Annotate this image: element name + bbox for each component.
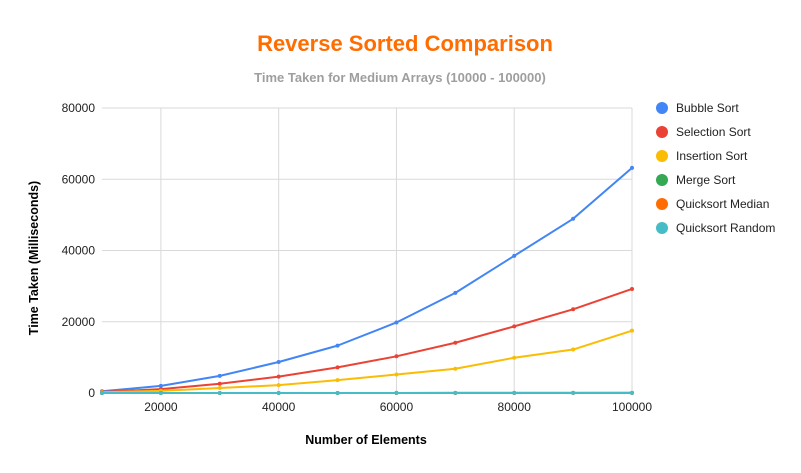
legend-label: Insertion Sort xyxy=(676,149,748,163)
data-point-bubble-sort xyxy=(512,253,517,258)
x-tick-label: 100000 xyxy=(612,400,652,414)
data-point-bubble-sort xyxy=(217,373,222,378)
legend-marker xyxy=(656,150,668,162)
x-tick-label: 80000 xyxy=(498,400,532,414)
data-point-insertion-sort xyxy=(394,372,399,377)
data-point-quicksort-random xyxy=(512,390,517,395)
data-point-selection-sort xyxy=(276,374,281,379)
data-point-quicksort-random xyxy=(217,390,222,395)
legend: Bubble Sort Selection Sort Insertion Sort M… xyxy=(656,101,775,235)
chart-subtitle: Time Taken for Medium Arrays (10000 - 10… xyxy=(254,70,546,85)
legend-item-merge-sort: Merge Sort xyxy=(656,173,736,187)
data-point-selection-sort xyxy=(630,286,634,291)
legend-item-quicksort-random: Quicksort Random xyxy=(656,221,775,235)
x-tick-label: 60000 xyxy=(380,400,414,414)
data-point-selection-sort xyxy=(512,324,517,329)
series-bubble-sort xyxy=(100,165,634,394)
data-point-quicksort-random xyxy=(453,390,458,395)
y-tick-label: 80000 xyxy=(62,101,96,115)
legend-label: Bubble Sort xyxy=(676,101,739,115)
chart-title: Reverse Sorted Comparison xyxy=(257,31,553,56)
data-point-insertion-sort xyxy=(512,355,517,360)
legend-marker xyxy=(656,126,668,138)
legend-label: Quicksort Random xyxy=(676,221,775,235)
legend-item-quicksort-median: Quicksort Median xyxy=(656,197,769,211)
data-point-quicksort-random xyxy=(571,390,576,395)
y-axis-ticks: 0 20000 40000 60000 80000 xyxy=(62,101,96,400)
legend-item-bubble-sort: Bubble Sort xyxy=(656,101,739,115)
data-point-bubble-sort xyxy=(453,290,458,295)
legend-marker xyxy=(656,174,668,186)
gridlines xyxy=(102,107,633,394)
series-quicksort-random xyxy=(100,390,634,395)
data-point-insertion-sort xyxy=(630,328,634,333)
data-point-selection-sort xyxy=(453,340,458,345)
data-point-insertion-sort xyxy=(335,378,340,383)
series-line-bubble-sort xyxy=(101,167,633,393)
data-point-bubble-sort xyxy=(630,165,634,170)
data-point-insertion-sort xyxy=(217,386,222,391)
data-point-selection-sort xyxy=(217,381,222,386)
legend-marker xyxy=(656,222,668,234)
legend-item-insertion-sort: Insertion Sort xyxy=(656,149,748,163)
data-point-selection-sort xyxy=(571,307,576,312)
x-axis-ticks: 20000 40000 60000 80000 100000 xyxy=(144,400,652,414)
data-point-quicksort-random xyxy=(335,390,340,395)
legend-label: Quicksort Median xyxy=(676,197,769,211)
data-point-quicksort-random xyxy=(630,390,634,395)
y-tick-label: 20000 xyxy=(62,315,96,329)
series-line-selection-sort xyxy=(101,288,633,393)
legend-marker xyxy=(656,102,668,114)
y-tick-label: 60000 xyxy=(62,172,96,186)
data-point-bubble-sort xyxy=(158,383,163,388)
series-lines xyxy=(100,165,634,395)
data-point-selection-sort xyxy=(394,354,399,359)
data-point-bubble-sort xyxy=(571,216,576,221)
data-point-quicksort-random xyxy=(276,390,281,395)
data-point-bubble-sort xyxy=(276,360,281,365)
x-axis-title: Number of Elements xyxy=(305,433,427,447)
legend-marker xyxy=(656,198,668,210)
x-tick-label: 20000 xyxy=(144,400,178,414)
series-line-insertion-sort xyxy=(101,329,633,394)
legend-label: Selection Sort xyxy=(676,125,751,139)
y-axis-title: Time Taken (Milliseconds) xyxy=(27,181,41,335)
data-point-quicksort-random xyxy=(100,390,104,395)
x-tick-label: 40000 xyxy=(262,400,296,414)
data-point-insertion-sort xyxy=(276,383,281,388)
legend-label: Merge Sort xyxy=(676,173,736,187)
data-point-quicksort-random xyxy=(394,390,399,395)
data-point-bubble-sort xyxy=(394,320,399,325)
y-tick-label: 40000 xyxy=(62,244,96,258)
data-point-insertion-sort xyxy=(571,347,576,352)
data-point-bubble-sort xyxy=(335,343,340,348)
data-point-quicksort-random xyxy=(158,390,163,395)
data-point-selection-sort xyxy=(335,365,340,370)
y-tick-label: 0 xyxy=(88,386,95,400)
legend-item-selection-sort: Selection Sort xyxy=(656,125,751,139)
data-point-insertion-sort xyxy=(453,366,458,371)
